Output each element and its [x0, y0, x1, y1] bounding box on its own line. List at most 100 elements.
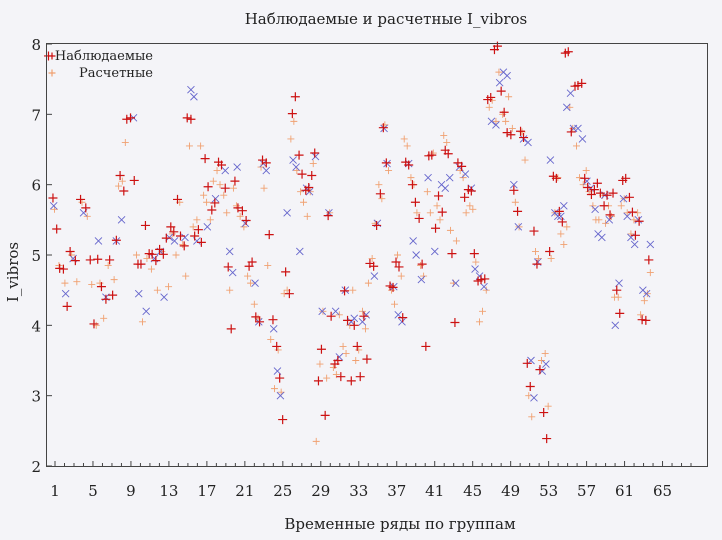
point-s1-37 [216, 181, 224, 189]
point-s1-109 [452, 237, 460, 245]
point-s0-176 [637, 315, 647, 325]
point-s0-78 [320, 410, 330, 420]
point-s0-133 [499, 107, 509, 117]
point-s0-121 [460, 192, 470, 202]
point-s2-30 [262, 166, 271, 175]
point-s0-144 [535, 365, 545, 375]
point-s1-20 [153, 286, 161, 294]
point-s0-30 [158, 249, 168, 259]
point-s2-103 [605, 216, 614, 224]
point-s1-114 [469, 205, 477, 213]
point-s1-69 [323, 374, 331, 382]
point-s2-101 [598, 233, 606, 242]
point-s2-104 [611, 321, 620, 330]
point-s2-43 [331, 307, 340, 316]
point-s1-11 [104, 262, 112, 270]
point-s0-73 [304, 182, 314, 192]
point-s2-61 [424, 173, 432, 182]
point-s0-31 [161, 233, 171, 243]
point-s0-54 [241, 216, 251, 226]
point-s0-143 [532, 259, 542, 269]
y-tick-label-6: 6 [31, 177, 41, 195]
point-s1-71 [329, 364, 337, 372]
point-s0-69 [290, 92, 300, 102]
point-s0-146 [542, 434, 552, 444]
point-s0-104 [404, 160, 414, 170]
point-s0-37 [182, 113, 192, 123]
point-s1-78 [352, 357, 360, 364]
point-s1-26 [179, 240, 187, 248]
point-s2-90 [557, 212, 565, 221]
point-s0-114 [437, 207, 447, 217]
point-s1-9 [96, 279, 104, 287]
x-tick-label-61: 61 [615, 482, 634, 500]
x-axis-label: Временные ряды по группам [284, 515, 516, 533]
legend: Наблюдаемые Расчетные [48, 49, 153, 81]
point-s1-40 [226, 286, 234, 294]
point-s1-41 [229, 184, 237, 192]
y-tick-label-5: 5 [31, 247, 41, 265]
point-s2-31 [269, 325, 278, 333]
point-s1-10 [100, 314, 108, 322]
point-s1-27 [182, 272, 190, 280]
point-s2-35 [289, 156, 297, 164]
point-s1-15 [121, 138, 129, 146]
point-s1-22 [165, 283, 173, 291]
point-s2-17 [187, 85, 195, 94]
x-tick-label-57: 57 [577, 482, 596, 500]
point-s0-118 [450, 318, 460, 328]
series-0 [43, 41, 654, 444]
point-s1-145 [569, 124, 577, 132]
point-s2-37 [295, 247, 304, 256]
point-s2-56 [398, 317, 406, 326]
point-s2-59 [412, 251, 420, 259]
point-s2-72 [480, 282, 488, 291]
point-s1-159 [614, 293, 622, 301]
point-s0-96 [378, 123, 388, 133]
point-s1-104 [436, 216, 444, 224]
point-s0-151 [557, 217, 567, 227]
point-s1-66 [312, 437, 320, 445]
point-s0-136 [509, 185, 519, 195]
point-s0-106 [410, 197, 420, 207]
point-s1-32 [200, 191, 208, 199]
point-s1-128 [515, 223, 523, 231]
point-s0-11 [89, 319, 99, 329]
point-s1-67 [316, 360, 324, 368]
point-s2-9 [134, 289, 143, 298]
point-s0-153 [563, 47, 573, 57]
point-s0-21 [126, 113, 136, 123]
point-s1-116 [476, 318, 484, 326]
y-axis-label: I_vibros [4, 242, 22, 302]
point-s1-143 [563, 223, 571, 231]
point-s1-83 [368, 255, 376, 263]
point-s0-10 [85, 255, 95, 265]
point-s1-164 [630, 216, 638, 224]
point-s1-53 [270, 385, 278, 393]
point-s0-36 [179, 241, 189, 251]
point-s0-175 [634, 216, 644, 226]
point-s1-119 [485, 103, 493, 111]
point-s0-126 [476, 275, 486, 285]
point-s1-73 [335, 311, 343, 319]
point-s0-147 [545, 246, 555, 256]
x-tick-label-25: 25 [273, 482, 292, 500]
point-s1-149 [582, 167, 590, 175]
x-tick-label-33: 33 [349, 482, 368, 500]
point-s0-48 [220, 183, 230, 193]
point-s1-160 [617, 202, 625, 210]
point-s0-9 [81, 203, 91, 213]
point-s0-4 [58, 264, 68, 274]
point-s0-62 [268, 315, 278, 325]
legend-marker-0 [48, 52, 56, 60]
point-s1-80 [358, 307, 366, 315]
point-s1-88 [385, 167, 393, 175]
point-s0-2 [52, 224, 62, 234]
point-s0-24 [136, 259, 146, 269]
point-s2-58 [409, 237, 417, 245]
point-s0-41 [196, 237, 206, 247]
point-s1-117 [479, 307, 487, 315]
point-s0-16 [108, 290, 118, 300]
point-s0-120 [457, 161, 467, 171]
point-s0-56 [247, 257, 257, 267]
